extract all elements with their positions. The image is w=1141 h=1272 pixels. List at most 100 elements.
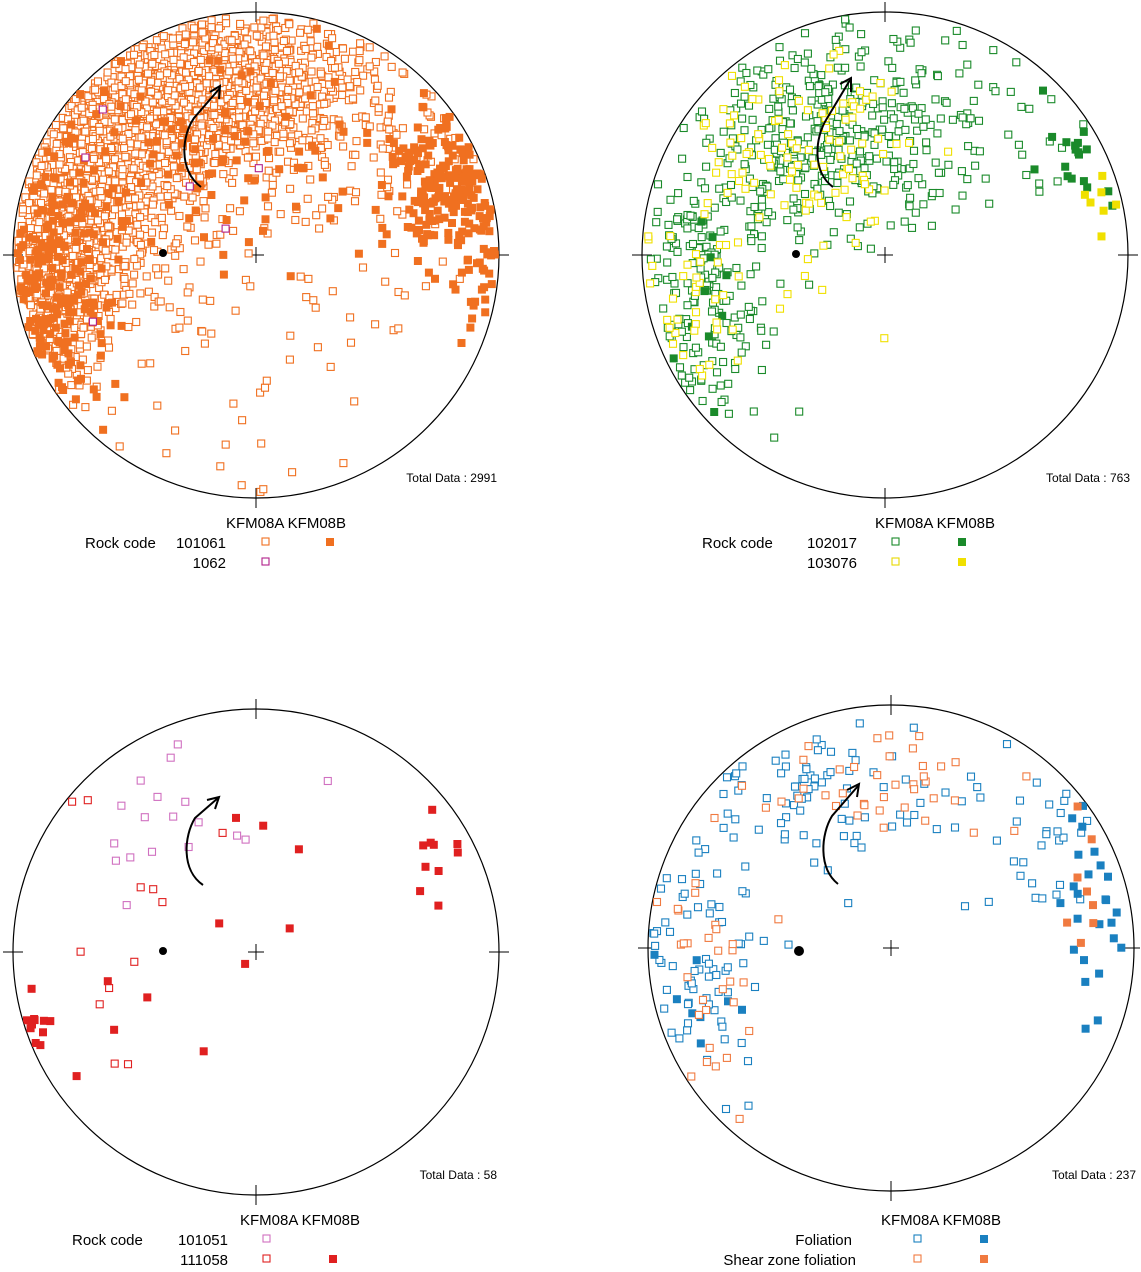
pole-open — [800, 58, 809, 67]
pole-filled — [30, 280, 39, 289]
pole-open — [810, 249, 819, 258]
pole-filled — [67, 270, 76, 279]
pole-open — [905, 138, 914, 147]
pole-filled — [176, 163, 185, 172]
pole-open — [754, 825, 763, 834]
pole-open — [691, 308, 701, 317]
pole-open — [963, 175, 972, 184]
pole-filled — [219, 155, 228, 164]
pole-filled — [69, 308, 78, 317]
pole-filled — [86, 307, 95, 316]
pole-filled — [377, 181, 386, 189]
pole-open — [338, 83, 347, 92]
pole-filled — [430, 216, 439, 225]
pole-open — [110, 83, 119, 92]
pole-filled — [67, 120, 76, 129]
pole-filled — [38, 350, 47, 359]
pole-filled — [32, 314, 40, 323]
pole-open — [888, 822, 897, 831]
pole-open — [839, 832, 848, 841]
pole-filled — [451, 166, 460, 175]
pole-open — [169, 162, 178, 171]
pole-open — [663, 315, 672, 324]
pole-open — [692, 273, 701, 282]
pole-open — [879, 823, 888, 832]
pole-open — [780, 201, 789, 210]
pole-open — [274, 59, 283, 68]
pole-open — [738, 887, 747, 896]
pole-filled — [434, 901, 443, 910]
pole-filled — [117, 57, 125, 66]
pole-open — [348, 47, 358, 56]
pole-open — [831, 188, 840, 197]
pole-open — [807, 64, 816, 73]
pole-filled — [62, 196, 71, 205]
pole-open — [298, 136, 307, 145]
legend-symbol-open-1 — [891, 537, 900, 546]
pole-open — [141, 97, 150, 106]
pole-open — [303, 194, 312, 203]
pole-filled — [419, 89, 428, 98]
pole-open — [269, 96, 279, 105]
pole-open — [286, 184, 295, 193]
pole-filled — [465, 176, 474, 185]
pole-filled — [38, 300, 47, 309]
pole-open — [781, 762, 790, 771]
pole-open — [1019, 858, 1028, 867]
pole-open — [129, 50, 139, 59]
pole-filled — [461, 172, 470, 181]
pole-filled — [1107, 918, 1116, 927]
pole-filled — [455, 231, 464, 240]
pole-open — [712, 318, 721, 327]
pole-open — [685, 373, 694, 382]
pole-open — [122, 238, 131, 247]
pole-open — [268, 14, 277, 24]
pole-open — [908, 104, 918, 113]
pole-open — [660, 1004, 669, 1013]
pole-filled — [58, 218, 67, 227]
pole-open — [789, 194, 798, 203]
pole-open — [683, 224, 692, 233]
pole-open — [851, 238, 860, 247]
pole-open — [747, 237, 756, 246]
pole-open — [89, 118, 98, 127]
pole-filled — [481, 295, 490, 304]
pole-open — [756, 187, 765, 196]
pole-filled — [415, 160, 424, 169]
pole-filled — [46, 1017, 55, 1026]
pole-open — [880, 115, 889, 124]
pole-open — [865, 152, 874, 161]
legend-symbol-filled-1 — [958, 538, 966, 546]
pole-open — [163, 191, 172, 201]
pole-open — [315, 224, 324, 233]
pole-filled — [65, 317, 74, 326]
pole-open — [783, 290, 792, 299]
pole-open — [712, 970, 721, 980]
pole-filled — [244, 174, 253, 183]
pole-open — [697, 233, 706, 242]
pole-open — [824, 145, 833, 154]
pole-filled — [470, 224, 479, 233]
pole-open — [908, 744, 917, 753]
pole-filled — [73, 376, 82, 385]
pole-open — [679, 272, 688, 281]
pole-open — [400, 291, 409, 300]
pole-open — [110, 115, 119, 124]
pole-open — [18, 205, 27, 214]
pole-open — [844, 164, 853, 173]
pole-open — [99, 175, 108, 184]
legend-label-1: 101061 — [176, 535, 226, 552]
net-ticks — [632, 2, 1138, 508]
pole-open — [981, 174, 990, 183]
pole-filled — [444, 235, 453, 244]
pole-open — [260, 65, 269, 74]
pole-filled — [463, 199, 472, 208]
pole-open — [748, 115, 757, 124]
pole-open — [128, 279, 137, 288]
pole-open — [438, 257, 447, 266]
pole-open — [181, 68, 191, 77]
pole-open — [764, 65, 773, 74]
pole-filled — [427, 184, 436, 192]
pole-filled — [448, 151, 457, 160]
pole-open — [922, 146, 931, 155]
